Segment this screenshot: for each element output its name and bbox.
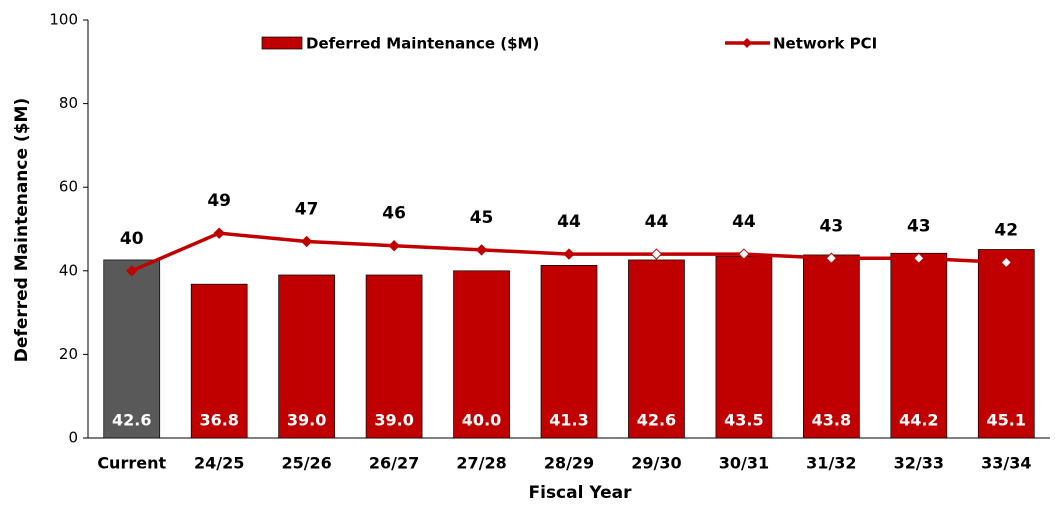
line-value-label: 47 <box>295 200 319 220</box>
x-tick-label: 24/25 <box>194 454 244 473</box>
bar-value-label: 39.0 <box>287 411 326 430</box>
line-marker <box>738 248 750 260</box>
bar-value-label: 43.5 <box>724 411 763 430</box>
y-tick-label: 60 <box>59 178 78 196</box>
line-marker <box>563 248 575 260</box>
bar <box>977 249 1035 439</box>
line-value-label: 44 <box>557 212 581 232</box>
legend-label: Network PCI <box>773 35 877 53</box>
line-value-label: 45 <box>470 208 494 228</box>
bar <box>540 265 598 439</box>
y-axis-label: Deferred Maintenance ($M) <box>12 98 32 362</box>
bar-value-label: 44.2 <box>899 411 938 430</box>
line-marker <box>126 265 138 277</box>
line-marker <box>1000 256 1012 269</box>
line-value-label: 42 <box>994 220 1018 240</box>
legend-label: Deferred Maintenance ($M) <box>306 35 539 53</box>
y-tick-label: 0 <box>68 429 78 447</box>
y-tick-label: 20 <box>59 345 78 363</box>
y-tick-label: 40 <box>59 261 78 279</box>
bar <box>190 283 248 439</box>
bar <box>365 274 423 439</box>
line-marker <box>650 248 663 260</box>
line-value-label: 46 <box>382 204 406 224</box>
bar-value-label: 42.6 <box>112 411 151 430</box>
bar-value-label: 45.1 <box>987 411 1026 430</box>
line-value-label: 49 <box>207 191 231 211</box>
bar <box>278 274 335 439</box>
line-value-label: 44 <box>645 212 669 232</box>
line-marker <box>213 227 225 239</box>
bar-value-label: 42.6 <box>637 411 676 430</box>
bar-value-label: 41.3 <box>549 411 588 430</box>
bar-value-label: 39.0 <box>374 411 413 430</box>
line-marker <box>388 240 400 252</box>
x-tick-label: 28/29 <box>544 454 594 473</box>
line-value-label: 43 <box>907 216 931 236</box>
x-tick-label: 32/33 <box>894 454 944 473</box>
x-tick-label: 33/34 <box>981 454 1031 473</box>
line-marker <box>913 252 925 264</box>
line-value-label: 44 <box>732 212 756 232</box>
line-marker <box>300 235 313 248</box>
bar-value-label: 40.0 <box>462 411 501 430</box>
x-tick-label: 26/27 <box>369 454 419 473</box>
line-value-label: 43 <box>820 216 844 236</box>
y-tick-label: 100 <box>49 11 78 29</box>
bar <box>803 254 860 439</box>
bar-value-label: 36.8 <box>199 411 238 430</box>
x-tick-label: 29/30 <box>631 454 681 473</box>
x-tick-label: 30/31 <box>719 454 769 473</box>
x-tick-label: 27/28 <box>456 454 506 473</box>
x-tick-label: Current <box>97 454 166 473</box>
bar <box>628 259 685 439</box>
bar <box>103 259 161 439</box>
bar <box>890 252 948 439</box>
legend-marker <box>742 38 752 48</box>
y-tick-label: 80 <box>59 94 78 112</box>
legend-swatch <box>261 36 303 50</box>
line-marker <box>825 252 838 264</box>
bar <box>453 270 510 439</box>
line-value-label: 40 <box>120 229 144 249</box>
x-axis-label: Fiscal Year <box>529 483 633 503</box>
line-marker <box>475 244 488 256</box>
x-tick-label: 25/26 <box>281 454 331 473</box>
x-tick-label: 31/32 <box>806 454 856 473</box>
bar <box>715 255 773 439</box>
bar-value-label: 43.8 <box>812 411 851 430</box>
